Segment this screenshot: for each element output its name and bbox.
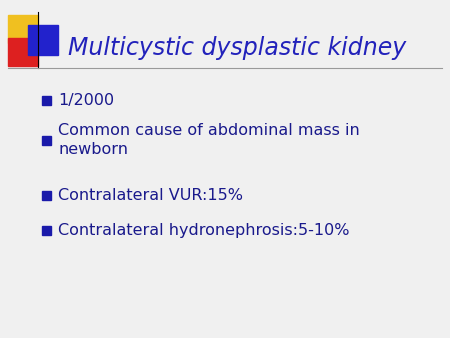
Bar (42, 191, 51, 199)
Text: Multicystic dysplastic kidney: Multicystic dysplastic kidney (68, 36, 406, 60)
Bar (8, 38, 38, 66)
Bar (28, 25, 58, 55)
Bar (42, 225, 51, 235)
Bar (42, 96, 51, 104)
Text: Contralateral hydronephrosis:5-10%: Contralateral hydronephrosis:5-10% (58, 222, 350, 238)
Text: Contralateral VUR:15%: Contralateral VUR:15% (58, 188, 243, 202)
Text: 1/2000: 1/2000 (58, 93, 114, 107)
Text: Common cause of abdominal mass in
newborn: Common cause of abdominal mass in newbor… (58, 123, 360, 158)
Bar (42, 136, 51, 145)
Bar (8, 15, 38, 43)
